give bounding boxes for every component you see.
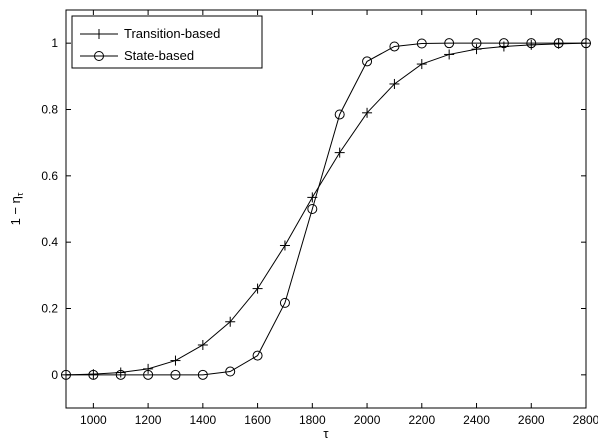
y-tick-label: 0 [51, 368, 58, 382]
x-tick-label: 1200 [135, 413, 162, 427]
legend: Transition-based State-based [71, 15, 263, 69]
y-tick-label: 1 [51, 36, 58, 50]
data-point-plus [170, 355, 181, 366]
series-transition-based [61, 38, 591, 380]
data-point-circle [498, 38, 509, 49]
plot-area [65, 9, 587, 409]
data-point-plus [88, 369, 99, 380]
y-tick-label: 0.2 [41, 302, 58, 316]
data-point-circle [197, 369, 208, 380]
data-point-circle [279, 297, 290, 308]
legend-label-state: State-based [124, 48, 194, 63]
legend-marker-circle [94, 51, 104, 61]
x-tick-label: 2800 [573, 413, 598, 427]
data-point-circle [143, 369, 154, 380]
y-axis-label-subscript: τ [15, 192, 25, 196]
legend-box [71, 15, 263, 69]
y-tick-label: 0.6 [41, 169, 58, 183]
data-point-circle [444, 38, 455, 49]
legend-label-transition: Transition-based [124, 26, 220, 41]
x-tick-label: 1800 [299, 413, 326, 427]
data-point-circle [471, 38, 482, 49]
data-point-plus [416, 59, 427, 70]
data-point-plus [444, 49, 455, 60]
data-point-plus [471, 44, 482, 55]
y-axis: 0 0.2 0.4 0.6 0.8 1 [41, 36, 586, 382]
x-tick-label: 2600 [518, 413, 545, 427]
x-tick-label: 2400 [463, 413, 490, 427]
x-axis-label: τ [323, 426, 329, 441]
series-state-based [61, 38, 591, 380]
data-point-circle [252, 350, 263, 361]
data-point-circle [581, 38, 591, 49]
data-point-plus [225, 316, 236, 327]
data-point-circle [362, 56, 373, 67]
data-point-plus [334, 147, 345, 158]
data-point-circle [88, 369, 99, 380]
x-tick-label: 1400 [189, 413, 216, 427]
y-axis-label: 1 − ητ [8, 192, 25, 225]
data-point-circle [416, 38, 427, 49]
y-tick-label: 0.8 [41, 103, 58, 117]
data-point-plus [197, 339, 208, 350]
data-point-circle [334, 109, 345, 120]
y-axis-label-main: 1 − η [8, 196, 23, 225]
data-point-plus [553, 38, 564, 49]
series-layer [61, 38, 591, 380]
data-point-plus [252, 283, 263, 294]
x-tick-label: 2000 [354, 413, 381, 427]
data-point-circle [115, 369, 126, 380]
data-point-circle [553, 38, 564, 49]
data-point-circle [307, 204, 318, 214]
data-point-circle [61, 369, 71, 380]
data-point-circle [526, 38, 537, 49]
data-point-plus [362, 107, 373, 118]
x-tick-label: 2200 [408, 413, 435, 427]
data-point-circle [170, 369, 181, 380]
data-point-plus [115, 367, 126, 378]
y-tick-label: 0.4 [41, 235, 58, 249]
x-axis: 1000 1200 1400 1600 1800 2000 2200 2400 2600 2800 [80, 10, 598, 427]
x-tick-label: 1000 [80, 413, 107, 427]
data-point-circle [389, 41, 400, 52]
legend-marker-plus [94, 29, 104, 39]
x-tick-label: 1600 [244, 413, 271, 427]
data-point-circle [225, 366, 236, 377]
data-point-plus [143, 363, 154, 374]
data-point-plus [389, 78, 400, 89]
data-point-plus [279, 240, 290, 251]
